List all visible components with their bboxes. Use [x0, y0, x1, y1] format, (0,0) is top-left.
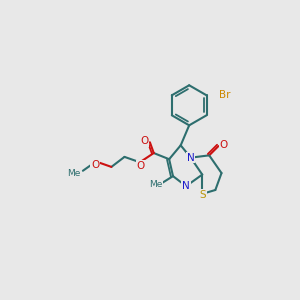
Text: O: O: [220, 140, 228, 150]
Text: Me: Me: [67, 169, 81, 178]
Text: Br: Br: [219, 89, 230, 100]
Text: O: O: [140, 136, 148, 146]
Text: O: O: [136, 161, 145, 171]
Text: N: N: [187, 153, 195, 163]
Text: N: N: [182, 181, 190, 191]
Text: Me: Me: [149, 180, 163, 189]
Text: O: O: [91, 160, 99, 170]
Text: S: S: [200, 190, 206, 200]
